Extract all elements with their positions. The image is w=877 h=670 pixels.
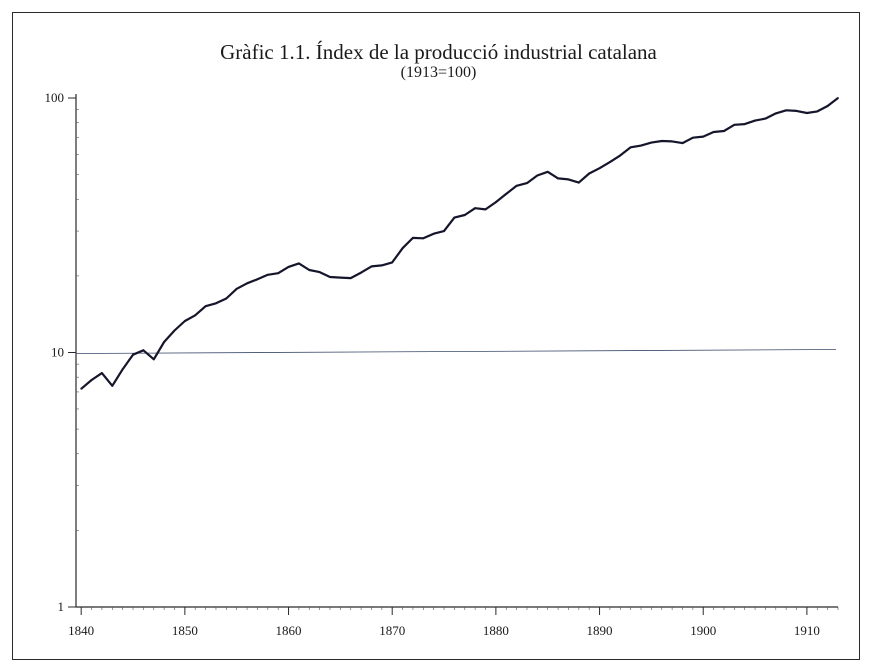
chart-frame [12, 12, 860, 660]
data-point [422, 237, 425, 240]
data-point [494, 201, 497, 203]
data-point [215, 302, 217, 305]
data-point [287, 265, 290, 268]
data-point [163, 341, 166, 343]
data-point [526, 182, 528, 185]
data-point [826, 105, 829, 107]
data-point [640, 144, 642, 147]
data-point [484, 208, 487, 211]
data-point [318, 271, 321, 273]
data-point [121, 368, 124, 371]
data-point [743, 123, 746, 125]
x-tick-label: 1900 [690, 623, 716, 638]
x-tick-label: 1910 [794, 623, 820, 638]
data-point [111, 384, 114, 387]
x-tick-label: 1840 [68, 623, 94, 638]
data-point [588, 172, 591, 175]
data-point [660, 140, 663, 142]
data-point [691, 136, 694, 139]
chart-subtitle: (1913=100) [400, 64, 477, 81]
data-point [567, 178, 570, 181]
data-point [671, 140, 674, 143]
data-point [463, 214, 466, 216]
x-tick-label: 1860 [276, 623, 302, 638]
data-point [204, 305, 207, 308]
data-point [515, 184, 518, 187]
data-point [80, 387, 83, 390]
x-tick-label: 1870 [379, 623, 405, 638]
data-point [629, 146, 632, 149]
data-point [194, 314, 197, 317]
y-tick-label: 10 [51, 345, 64, 360]
data-point [412, 237, 414, 239]
data-point [712, 131, 715, 133]
series-line [80, 97, 839, 390]
data-point [360, 271, 363, 274]
data-point [453, 216, 456, 219]
data-point [235, 287, 238, 290]
data-point [609, 161, 611, 163]
data-point [173, 329, 176, 332]
data-point [142, 349, 145, 352]
data-point [474, 207, 477, 210]
data-point [90, 379, 93, 381]
data-point [101, 372, 103, 374]
x-tick-label: 1890 [587, 623, 613, 638]
data-point [246, 282, 248, 285]
data-point [650, 141, 653, 144]
data-point [225, 297, 228, 300]
data-point [536, 174, 539, 177]
data-point [774, 112, 777, 115]
data-point [152, 358, 155, 361]
reference-line [75, 349, 837, 354]
data-point [183, 320, 186, 322]
data-point [733, 123, 736, 126]
data-point [816, 110, 819, 113]
data-point [443, 230, 445, 232]
data-point [401, 247, 404, 250]
data-point [256, 278, 259, 281]
data-point [681, 142, 684, 144]
data-point [370, 265, 373, 268]
data-point [132, 353, 134, 356]
data-point [598, 167, 601, 170]
data-point [723, 130, 725, 132]
data-point [329, 276, 331, 278]
data-point [619, 154, 622, 157]
data-point [308, 269, 311, 271]
data-point [266, 273, 269, 276]
data-point [297, 262, 300, 265]
data-point [754, 119, 756, 122]
y-tick-label: 100 [45, 90, 65, 105]
data-point [557, 177, 559, 180]
data-point [764, 117, 767, 120]
data-point [432, 232, 435, 235]
data-point [391, 261, 394, 264]
data-point [837, 97, 839, 99]
chart-title: Gràfic 1.1. Índex de la producció indust… [220, 40, 657, 64]
data-point [805, 112, 808, 114]
data-point [349, 277, 352, 280]
data-point [505, 192, 508, 195]
data-point [277, 272, 280, 275]
data-point [795, 109, 798, 112]
data-point [339, 276, 342, 279]
y-tick-label: 1 [58, 599, 65, 614]
data-point [702, 135, 705, 138]
data-point [577, 181, 580, 184]
data-point [380, 264, 383, 267]
data-point [785, 109, 788, 112]
x-tick-label: 1880 [483, 623, 509, 638]
data-point [546, 170, 549, 173]
x-tick-label: 1850 [172, 623, 198, 638]
